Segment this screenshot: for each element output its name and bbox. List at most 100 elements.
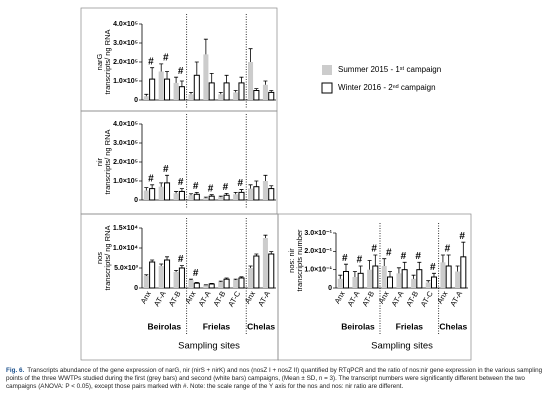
bar — [223, 194, 230, 201]
bar — [163, 182, 171, 201]
error-bar — [254, 253, 259, 256]
group-label: Frielas — [203, 321, 231, 331]
error-bar — [174, 270, 179, 272]
y-tick-label: 2.0×10⁵ — [113, 59, 138, 66]
error-bar — [263, 234, 268, 238]
bar — [158, 71, 164, 100]
bar — [262, 84, 268, 100]
legend-swatch — [321, 82, 333, 94]
error-bar — [179, 80, 184, 87]
caption: Fig. 6. Transcripts abundance of the gene… — [6, 367, 548, 391]
bar — [372, 265, 379, 289]
bar — [342, 271, 349, 289]
error-bar — [431, 272, 436, 277]
bar — [223, 278, 230, 289]
bar — [238, 277, 245, 289]
y-tick-label: 1.0×10⁴ — [113, 245, 139, 252]
error-bar — [373, 254, 378, 266]
significance-marker: # — [193, 268, 199, 279]
significance-marker: # — [178, 177, 184, 188]
bar — [178, 86, 185, 101]
bar — [233, 194, 239, 200]
significance-marker: # — [208, 183, 214, 194]
y-tick-label: 4.0×10⁵ — [113, 121, 138, 128]
bar — [386, 276, 393, 289]
bar — [262, 181, 268, 200]
group-label: Frielas — [396, 321, 424, 331]
error-bar — [248, 265, 253, 268]
x-tick-label: Anx — [243, 289, 257, 305]
y-tick-label: 1.0×10⁵ — [113, 78, 138, 85]
error-bar — [254, 180, 259, 187]
legend-swatch — [322, 65, 332, 75]
bar — [223, 82, 230, 101]
bar — [253, 255, 260, 289]
y-axis-label: nir — [95, 157, 104, 166]
bar — [188, 280, 194, 288]
bar — [173, 82, 179, 100]
y-axis-label: nos — [95, 252, 104, 264]
error-bar — [150, 184, 155, 189]
error-bar — [150, 259, 155, 262]
bar — [208, 195, 215, 201]
y-tick-label: 5.0×10³ — [114, 265, 139, 272]
x-tick-label: AT-A — [152, 289, 168, 307]
bar — [218, 94, 224, 100]
error-bar — [218, 195, 223, 198]
x-tick-label: Anx — [139, 289, 153, 305]
y-tick-label: 0 — [134, 97, 138, 104]
error-bar — [343, 263, 348, 272]
bar — [163, 78, 171, 101]
bar — [411, 278, 417, 288]
error-bar — [387, 271, 392, 277]
bar — [337, 278, 343, 288]
x-tick-label: AT-C — [226, 289, 242, 308]
error-bar — [209, 194, 214, 197]
x-tick-label: AT-A — [448, 289, 464, 307]
error-bar — [194, 61, 199, 76]
bar — [430, 276, 437, 289]
error-bar — [338, 274, 343, 279]
group-label: Beirolas — [341, 321, 375, 331]
bar — [268, 253, 275, 289]
significance-marker: # — [148, 56, 154, 67]
y-axis-label: transcripts/ ng RNA — [103, 225, 112, 290]
error-bar — [352, 271, 357, 277]
bar — [460, 256, 467, 289]
error-bar — [411, 274, 416, 279]
error-bar — [224, 277, 229, 280]
group-label: Beirolas — [148, 321, 182, 331]
significance-marker: # — [386, 247, 392, 258]
bar — [188, 195, 194, 200]
x-tick-label: AT-A — [346, 289, 362, 307]
bar — [262, 238, 268, 288]
x-tick-label: Anx — [435, 289, 449, 305]
bar — [178, 267, 185, 289]
bar — [149, 78, 156, 101]
bar — [173, 272, 179, 288]
bar — [253, 186, 260, 201]
error-bar — [179, 188, 184, 192]
bar — [188, 94, 194, 100]
bar — [208, 283, 215, 289]
bar — [445, 265, 452, 289]
bar — [203, 198, 209, 200]
x-tick-label: AT-B — [167, 289, 183, 307]
legend-label: Summer 2015 - 1ˢᵗ campaign — [338, 65, 441, 74]
significance-marker: # — [178, 66, 184, 77]
bar — [178, 190, 185, 201]
bar — [193, 193, 200, 201]
significance-marker: # — [193, 181, 199, 192]
x-tick-label: AT-C — [419, 289, 435, 308]
error-bar — [144, 187, 149, 191]
x-tick-label: AT-A — [256, 289, 272, 307]
x-tick-label: AT-B — [211, 289, 227, 307]
error-bar — [382, 258, 387, 266]
bar — [203, 54, 209, 100]
error-bar — [233, 192, 238, 195]
significance-marker: # — [459, 231, 465, 242]
significance-marker: # — [163, 53, 169, 64]
bar — [238, 191, 245, 201]
significance-marker: # — [357, 255, 363, 266]
